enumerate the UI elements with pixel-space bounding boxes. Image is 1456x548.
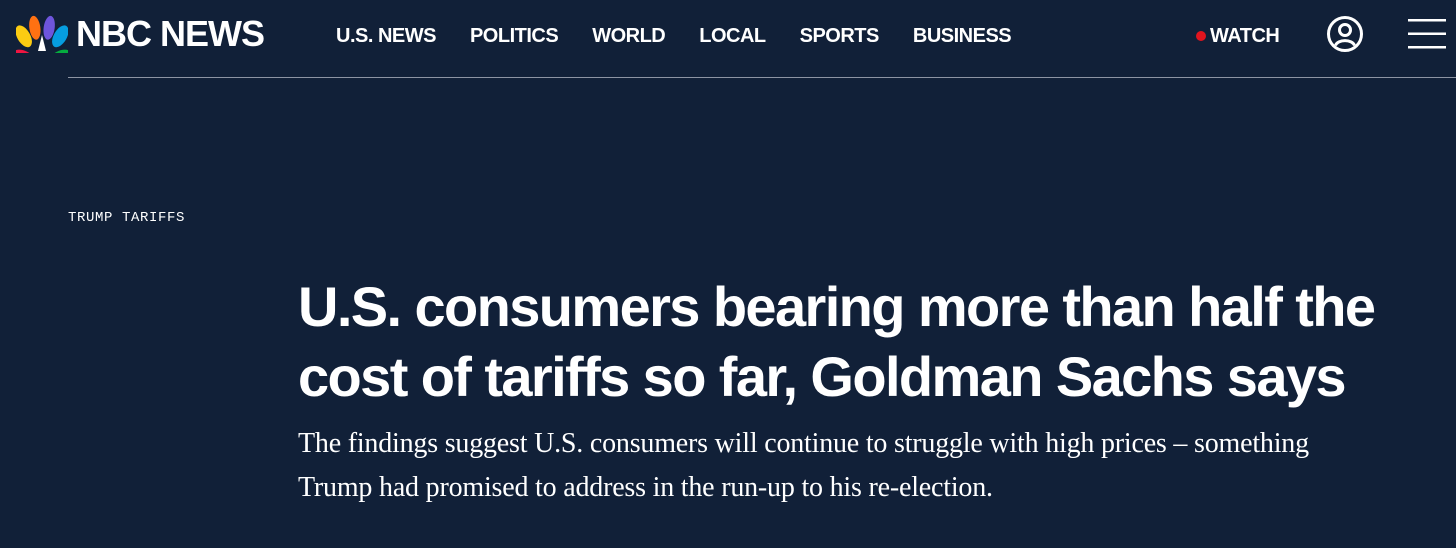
nav-item-politics[interactable]: POLITICS	[469, 25, 559, 47]
article-headline: U.S. consumers bearing more than half th…	[298, 275, 1376, 408]
watch-label: WATCH	[1210, 25, 1280, 47]
nav-item-us-news[interactable]: U.S. NEWS	[336, 25, 436, 47]
live-dot-icon	[1196, 31, 1206, 41]
nav-item-sports[interactable]: SPORTS	[799, 25, 880, 47]
main-nav: U.S. NEWS POLITICS WORLD LOCAL SPORTS BU…	[336, 24, 1012, 48]
nav-item-world[interactable]: WORLD	[592, 25, 666, 47]
user-account-icon[interactable]	[1326, 15, 1364, 53]
hamburger-menu-icon[interactable]	[1408, 18, 1446, 50]
nav-item-business[interactable]: BUSINESS	[912, 25, 1012, 47]
logo-wordmark: NBC NEWS	[76, 13, 265, 54]
site-header: NBC NEWS U.S. NEWS POLITICS WORLD LOCAL …	[0, 0, 1456, 78]
nav-item-local[interactable]: LOCAL	[699, 25, 766, 47]
article-dek: The findings suggest U.S. consumers will…	[298, 428, 1309, 503]
article-eyebrow-link[interactable]: TRUMP TARIFFS	[68, 210, 186, 226]
nbc-peacock-icon	[16, 15, 68, 53]
watch-live-button[interactable]: WATCH	[1196, 24, 1280, 48]
header-divider	[68, 77, 1456, 78]
nbc-news-logo[interactable]: NBC NEWS	[16, 13, 265, 54]
